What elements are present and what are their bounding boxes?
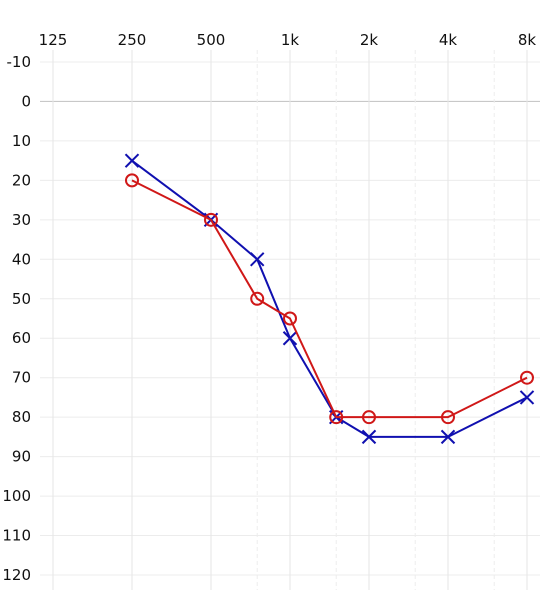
x-point-marker bbox=[282, 331, 298, 346]
y-tick-label: 40 bbox=[12, 250, 31, 268]
y-tick-label: 70 bbox=[12, 369, 31, 387]
x-tick-label: 2k bbox=[360, 31, 379, 49]
y-tick-label: 10 bbox=[12, 132, 31, 150]
x-point-marker bbox=[440, 429, 456, 445]
x-tick-label: 125 bbox=[39, 31, 68, 49]
o-point-marker bbox=[329, 410, 344, 425]
x-axis-tick-labels: 125 250 500 1k 2k 4k 8k bbox=[39, 31, 537, 49]
y-tick-label: 30 bbox=[12, 211, 31, 229]
y-tick-label: 110 bbox=[2, 527, 31, 545]
x-tick-label: 1k bbox=[281, 31, 300, 49]
o-point-marker bbox=[250, 291, 265, 306]
y-tick-label: 0 bbox=[21, 92, 31, 110]
o-point-marker bbox=[441, 410, 455, 425]
x-point-marker bbox=[124, 153, 140, 168]
y-tick-label: 60 bbox=[12, 329, 31, 347]
y-tick-label: -10 bbox=[7, 53, 32, 71]
series-line bbox=[131, 179, 528, 419]
o-point-marker bbox=[125, 173, 139, 188]
y-tick-label: 90 bbox=[12, 448, 31, 466]
o-point-marker bbox=[362, 410, 376, 425]
y-tick-label: 80 bbox=[12, 408, 31, 426]
series-x-marker bbox=[124, 153, 535, 445]
y-tick-label: 120 bbox=[2, 566, 31, 584]
x-tick-label: 500 bbox=[197, 31, 226, 49]
x-point-marker bbox=[361, 429, 377, 445]
x-point-marker bbox=[519, 390, 535, 405]
y-tick-label: 100 bbox=[2, 487, 31, 505]
y-axis-tick-labels: -10 0 10 20 30 40 50 60 70 80 90 100 110 120 bbox=[2, 53, 31, 584]
series-line bbox=[131, 159, 528, 438]
x-point-marker bbox=[250, 252, 265, 267]
series-o-marker bbox=[125, 173, 534, 425]
y-tick-label: 50 bbox=[12, 290, 31, 308]
o-point-marker bbox=[283, 311, 297, 326]
y-tick-label: 20 bbox=[12, 171, 31, 189]
x-tick-label: 250 bbox=[118, 31, 147, 49]
o-point-marker bbox=[520, 370, 534, 385]
x-tick-label: 8k bbox=[518, 31, 537, 49]
o-point-marker bbox=[204, 212, 218, 227]
series-layer bbox=[124, 153, 535, 445]
x-tick-label: 4k bbox=[439, 31, 458, 49]
